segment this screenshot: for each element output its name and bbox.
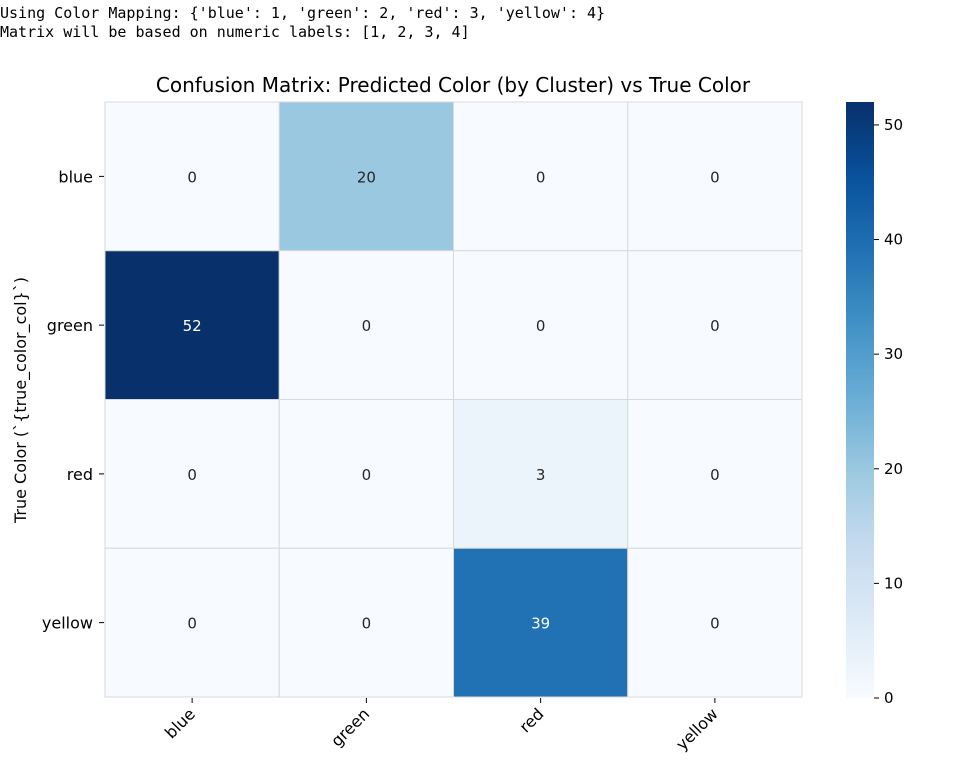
heatmap-cell — [627, 547, 803, 698]
console-output: Using Color Mapping: {'blue': 1, 'green'… — [0, 4, 605, 42]
y-tick-label: green — [47, 316, 93, 335]
cell-value: 3 — [536, 466, 546, 484]
cell-value: 0 — [710, 168, 720, 186]
heatmap-cell — [627, 101, 803, 252]
heatmap-cell — [453, 547, 629, 698]
x-tick-label: blue — [161, 704, 199, 742]
cell-value: 0 — [710, 317, 720, 335]
heatmap-cell — [278, 547, 454, 698]
chart-title: Confusion Matrix: Predicted Color (by Cl… — [156, 73, 751, 97]
cell-value: 0 — [362, 466, 372, 484]
heatmap-cell — [453, 101, 629, 252]
heatmap-cells: 0 20 0 0 52 0 0 0 0 0 3 0 0 0 39 0 — [104, 101, 803, 698]
heatmap-cell — [278, 250, 454, 400]
colorbar-tick-label: 50 — [884, 116, 903, 134]
cell-value: 39 — [531, 615, 550, 633]
colorbar-tick-label: 10 — [884, 574, 903, 592]
cell-value: 0 — [187, 466, 197, 484]
cell-value: 0 — [187, 615, 197, 633]
x-tick-label: green — [327, 704, 373, 750]
y-tick-label: red — [67, 465, 93, 484]
cell-value: 52 — [183, 317, 202, 335]
x-axis-ticks: blue green red yellow — [161, 698, 722, 754]
console-line-mapping: Using Color Mapping: {'blue': 1, 'green'… — [0, 4, 606, 22]
heatmap-cell — [627, 399, 803, 549]
heatmap-cell — [453, 250, 629, 400]
cell-value: 0 — [710, 615, 720, 633]
heatmap-cell — [627, 250, 803, 400]
cell-value: 0 — [536, 168, 546, 186]
heatmap-cell — [104, 101, 280, 252]
y-tick-label: yellow — [42, 614, 93, 633]
colorbar — [846, 102, 874, 698]
heatmap-cell — [278, 399, 454, 549]
colorbar-tick-label: 30 — [884, 345, 903, 363]
heatmap-cell — [278, 101, 454, 252]
y-axis-label: True Color (`{true_color_col}`) — [11, 277, 31, 524]
console-line-labels: Matrix will be based on numeric labels: … — [0, 23, 470, 41]
cell-value: 0 — [362, 317, 372, 335]
cell-value: 0 — [362, 615, 372, 633]
cell-value: 0 — [710, 466, 720, 484]
y-axis-ticks: blue green red yellow — [42, 167, 104, 633]
y-tick-label: blue — [58, 167, 93, 186]
cell-value: 0 — [536, 317, 546, 335]
colorbar-ticks: 0 10 20 30 40 50 — [874, 116, 903, 707]
colorbar-tick-label: 0 — [884, 689, 894, 707]
cell-value: 0 — [187, 168, 197, 186]
heatmap-cell — [104, 547, 280, 698]
cell-value: 20 — [357, 168, 376, 186]
colorbar-tick-label: 40 — [884, 231, 903, 249]
x-tick-label: red — [515, 704, 547, 736]
x-tick-label: yellow — [672, 704, 722, 754]
colorbar-tick-label: 20 — [884, 460, 903, 478]
heatmap-cell — [104, 399, 280, 549]
heatmap-cell — [104, 250, 280, 400]
